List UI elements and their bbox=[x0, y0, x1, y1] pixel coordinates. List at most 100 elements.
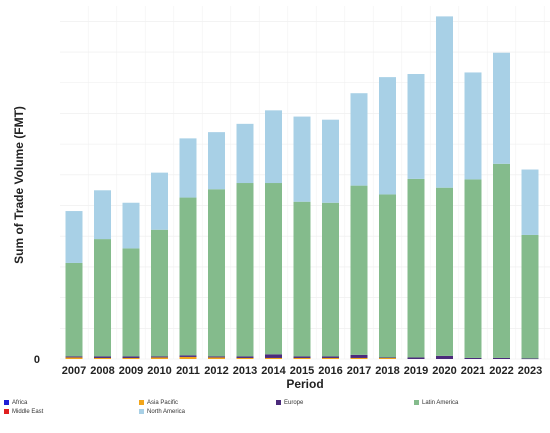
bar-stack-2012[interactable] bbox=[208, 132, 225, 359]
bar-europe-2012[interactable] bbox=[208, 356, 225, 358]
bar-europe-2019[interactable] bbox=[407, 357, 425, 359]
bar-latin-america-2016[interactable] bbox=[322, 202, 339, 357]
bar-north-america-2020[interactable] bbox=[436, 16, 453, 188]
x-tick-label: 2010 bbox=[147, 365, 171, 377]
bar-stack-2014[interactable] bbox=[265, 110, 282, 359]
bar-latin-america-2010[interactable] bbox=[151, 229, 168, 357]
bar-europe-2008[interactable] bbox=[94, 356, 111, 358]
bar-europe-2014[interactable] bbox=[265, 354, 282, 358]
x-tick-label: 2008 bbox=[90, 365, 114, 377]
bar-north-america-2008[interactable] bbox=[94, 190, 111, 240]
bar-asia-pacific-2015[interactable] bbox=[293, 357, 311, 359]
bar-asia-pacific-2012[interactable] bbox=[208, 357, 225, 359]
bar-asia-pacific-2013[interactable] bbox=[236, 357, 254, 359]
bar-latin-america-2023[interactable] bbox=[521, 234, 539, 359]
bar-asia-pacific-2007[interactable] bbox=[65, 357, 83, 359]
bar-stack-2007[interactable] bbox=[65, 211, 83, 359]
bar-stack-2009[interactable] bbox=[122, 202, 140, 359]
bar-north-america-2018[interactable] bbox=[379, 77, 396, 195]
bar-north-america-2015[interactable] bbox=[293, 116, 311, 202]
bar-europe-2021[interactable] bbox=[464, 357, 482, 359]
bar-north-america-2014[interactable] bbox=[265, 110, 282, 184]
bar-asia-pacific-2016[interactable] bbox=[322, 357, 339, 359]
bar-europe-2016[interactable] bbox=[322, 356, 339, 358]
bar-stack-2020[interactable] bbox=[436, 16, 453, 359]
bar-north-america-2007[interactable] bbox=[65, 211, 83, 263]
bar-north-america-2022[interactable] bbox=[493, 52, 510, 164]
bar-north-america-2012[interactable] bbox=[208, 132, 225, 190]
bar-latin-america-2014[interactable] bbox=[265, 183, 282, 355]
bar-stack-2010[interactable] bbox=[151, 172, 168, 359]
bar-north-america-2023[interactable] bbox=[521, 169, 539, 235]
bar-stack-2022[interactable] bbox=[493, 52, 510, 359]
bar-asia-pacific-2014[interactable] bbox=[265, 357, 282, 359]
bar-asia-pacific-2008[interactable] bbox=[94, 357, 111, 359]
bar-latin-america-2017[interactable] bbox=[350, 185, 368, 355]
bar-asia-pacific-2009[interactable] bbox=[122, 357, 140, 359]
bar-latin-america-2013[interactable] bbox=[236, 183, 254, 357]
legend-item-africa[interactable]: Africa bbox=[4, 400, 28, 406]
bar-stack-2018[interactable] bbox=[379, 77, 396, 359]
bar-europe-2022[interactable] bbox=[493, 357, 510, 359]
bar-stack-2011[interactable] bbox=[179, 138, 197, 359]
bar-north-america-2013[interactable] bbox=[236, 123, 254, 184]
bar-stack-2019[interactable] bbox=[407, 74, 425, 359]
bar-north-america-2009[interactable] bbox=[122, 202, 140, 249]
x-tick-label: 2022 bbox=[489, 365, 513, 377]
bar-latin-america-2015[interactable] bbox=[293, 201, 311, 357]
bar-latin-america-2020[interactable] bbox=[436, 187, 453, 356]
bar-asia-pacific-2017[interactable] bbox=[350, 357, 368, 359]
bar-north-america-2017[interactable] bbox=[350, 93, 368, 186]
bar-latin-america-2007[interactable] bbox=[65, 262, 83, 357]
bar-latin-america-2018[interactable] bbox=[379, 194, 396, 358]
bar-asia-pacific-2011[interactable] bbox=[179, 356, 197, 359]
bar-latin-america-2019[interactable] bbox=[407, 178, 425, 358]
bar-latin-america-2021[interactable] bbox=[464, 179, 482, 358]
bar-europe-2023[interactable] bbox=[521, 358, 539, 360]
legend-item-europe[interactable]: Europe bbox=[276, 400, 304, 406]
bar-north-america-2021[interactable] bbox=[464, 72, 482, 180]
bar-latin-america-2012[interactable] bbox=[208, 189, 225, 357]
bar-europe-2010[interactable] bbox=[151, 356, 168, 358]
bar-stack-2017[interactable] bbox=[350, 93, 368, 359]
bar-stack-2008[interactable] bbox=[94, 190, 111, 359]
bar-north-america-2019[interactable] bbox=[407, 74, 425, 179]
bar-europe-2013[interactable] bbox=[236, 356, 254, 358]
legend-swatch bbox=[276, 400, 281, 405]
legend-label: Middle East bbox=[12, 409, 44, 415]
bar-europe-2011[interactable] bbox=[179, 355, 197, 357]
x-axis-ticks: 2007 2008 2009 2010 2011 2012 2013 2014 2015 2016… bbox=[62, 365, 542, 377]
y-axis-ticks: 0 bbox=[34, 354, 40, 366]
bar-stack-2023[interactable] bbox=[521, 169, 539, 360]
x-tick-label: 2012 bbox=[204, 365, 228, 377]
bar-europe-2020[interactable] bbox=[436, 355, 453, 359]
bar-north-america-2010[interactable] bbox=[151, 172, 168, 230]
legend-item-north-america[interactable]: North America bbox=[139, 409, 186, 415]
bar-latin-america-2022[interactable] bbox=[493, 163, 510, 358]
legend-swatch bbox=[139, 400, 144, 405]
bar-asia-pacific-2010[interactable] bbox=[151, 357, 168, 359]
legend-swatch bbox=[4, 400, 9, 405]
bar-stack-2015[interactable] bbox=[293, 116, 311, 359]
bar-north-america-2016[interactable] bbox=[322, 119, 339, 203]
bar-europe-2009[interactable] bbox=[122, 356, 140, 358]
bar-latin-america-2009[interactable] bbox=[122, 248, 140, 357]
bar-europe-2018[interactable] bbox=[379, 357, 396, 359]
legend-item-latin-america[interactable]: Latin America bbox=[414, 400, 459, 406]
bar-latin-america-2011[interactable] bbox=[179, 197, 197, 356]
bar-europe-2007[interactable] bbox=[65, 356, 83, 358]
legend[interactable]: Africa Asia Pacific Europe Latin America Mid… bbox=[4, 400, 459, 415]
legend-label: Africa bbox=[12, 400, 28, 406]
bar-stack-2013[interactable] bbox=[236, 123, 254, 359]
legend-item-asia-pacific[interactable]: Asia Pacific bbox=[139, 400, 178, 406]
bar-north-america-2011[interactable] bbox=[179, 138, 197, 198]
bar-europe-2015[interactable] bbox=[293, 356, 311, 358]
bar-latin-america-2008[interactable] bbox=[94, 239, 111, 357]
bar-stack-2021[interactable] bbox=[464, 72, 482, 359]
legend-label: North America bbox=[147, 409, 186, 415]
bar-stack-2016[interactable] bbox=[322, 119, 339, 359]
legend-item-middle-east[interactable]: Middle East bbox=[4, 409, 44, 415]
bar-europe-2017[interactable] bbox=[350, 354, 368, 358]
bar-asia-pacific-2018[interactable] bbox=[379, 357, 396, 359]
legend-label: Europe bbox=[284, 400, 304, 406]
